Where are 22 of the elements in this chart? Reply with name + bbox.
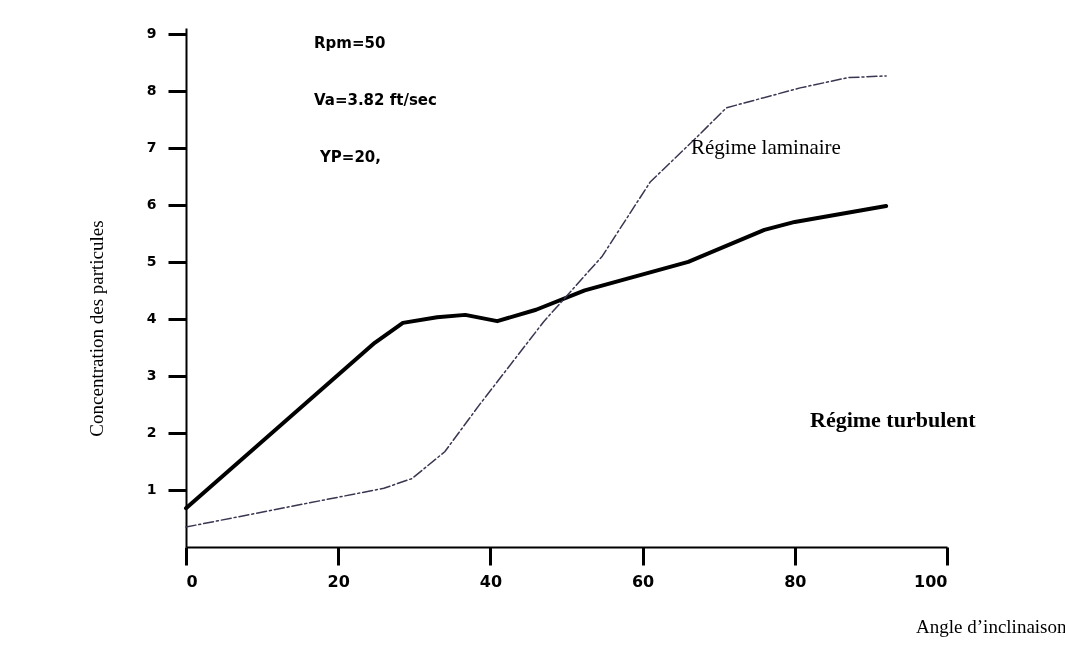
annotation: Régime laminaire bbox=[691, 135, 841, 159]
y-tick-label: 5 bbox=[146, 253, 157, 270]
x-tick-label: 80 bbox=[784, 571, 807, 591]
y-tick-label: 7 bbox=[146, 139, 157, 156]
y-tick-label: 8 bbox=[146, 82, 157, 99]
x-tick-label: 100 bbox=[914, 571, 948, 591]
x-tick-label: 20 bbox=[327, 571, 350, 591]
x-tick-label: 0 bbox=[186, 571, 198, 591]
line-series bbox=[185, 75, 887, 528]
y-axis-title: Concentration des particules bbox=[85, 220, 107, 437]
annotation: Va=3.82 ft/sec bbox=[314, 91, 437, 109]
x-tick-label: 60 bbox=[631, 571, 655, 591]
annotation: Régime turbulent bbox=[810, 407, 977, 432]
y-tick-label: 1 bbox=[146, 481, 157, 498]
y-tick-label: 4 bbox=[146, 310, 157, 327]
x-tick-label: 40 bbox=[479, 571, 503, 591]
y-tick-label: 6 bbox=[146, 196, 157, 213]
y-tick-label: 2 bbox=[146, 424, 157, 441]
y-tick-label: 9 bbox=[146, 25, 157, 42]
y-tick-label: 3 bbox=[146, 367, 157, 384]
annotation: YP=20, bbox=[319, 148, 381, 166]
annotation: Rpm=50 bbox=[314, 34, 386, 52]
